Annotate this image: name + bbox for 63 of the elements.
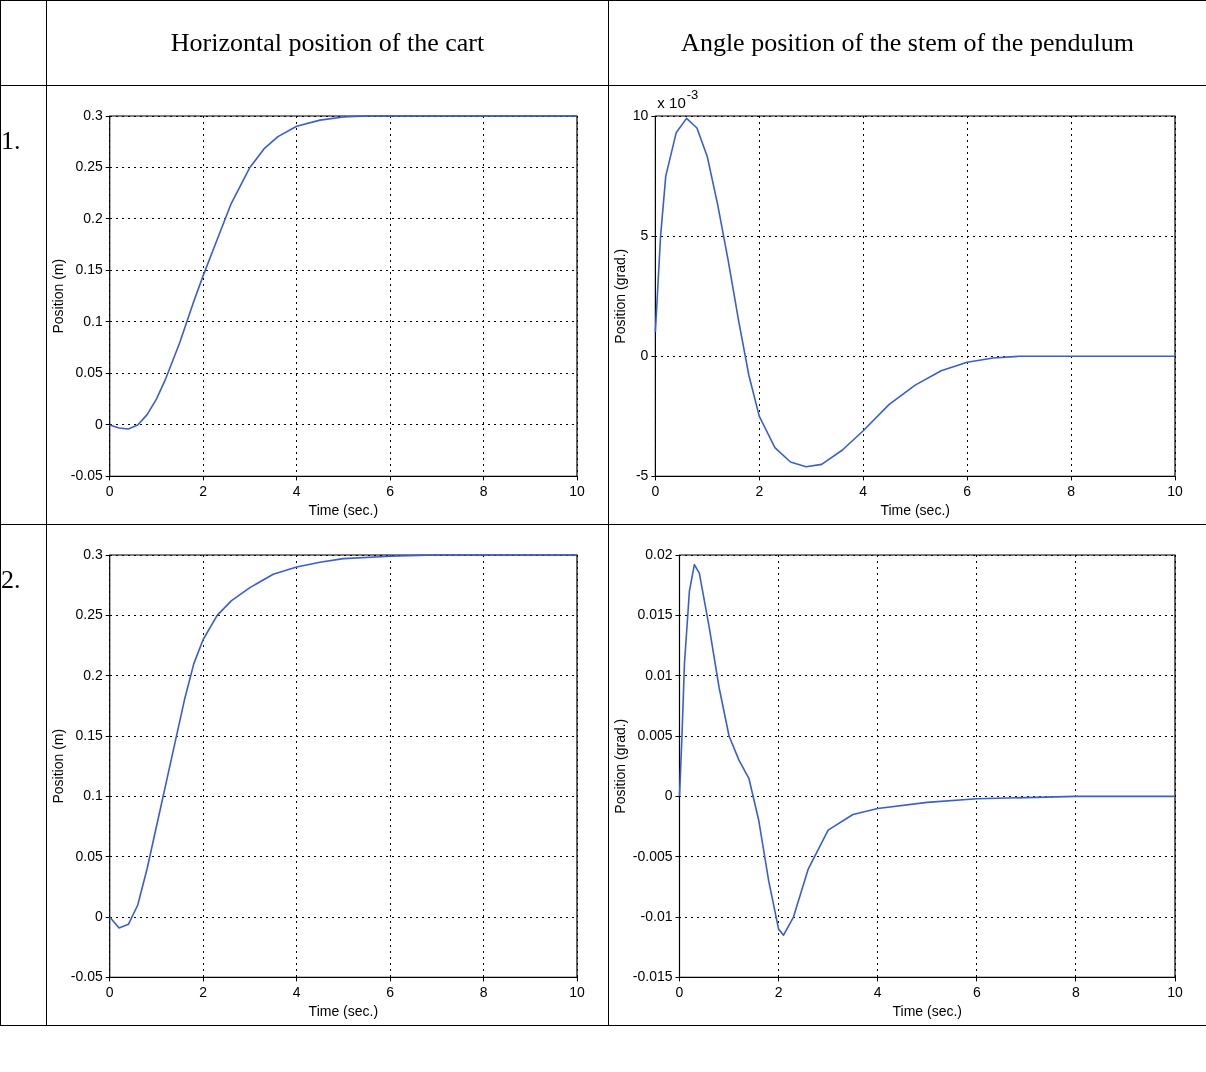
y-tick-label: 0.25 (75, 606, 103, 623)
x-tick-label: 2 (755, 482, 764, 499)
x-tick-label: 0 (675, 983, 684, 1000)
x-tick-label: 10 (569, 482, 585, 499)
x-tick-label: 2 (199, 482, 208, 499)
y-tick-label: 0.01 (645, 666, 673, 683)
chart-title: Angle position of the stem of the pendulum (608, 0, 1206, 86)
y-axis-title: Position (grad.) (612, 248, 629, 344)
x-tick-label: 8 (1067, 482, 1076, 499)
x-tick-label: 8 (479, 983, 488, 1000)
y-tick-label: -0.01 (640, 907, 673, 924)
y-tick-label: 0 (664, 787, 673, 804)
y-tick-label: 0.1 (83, 312, 103, 329)
x-tick-label: 10 (1167, 482, 1183, 499)
x-tick-label: 4 (873, 983, 882, 1000)
x-tick-label: 4 (292, 482, 301, 499)
y-tick-label: -5 (635, 467, 649, 484)
y-tick-label: 0 (94, 907, 103, 924)
y-tick-label: 0.15 (75, 261, 103, 278)
text: 1. (0, 85, 47, 525)
y-axis-title: Position (m) (50, 728, 67, 804)
x-tick-label: 6 (963, 482, 972, 499)
x-axis-title: Time (sec.) (880, 502, 950, 519)
y-tick-label: 0.25 (75, 158, 103, 175)
y-tick-label: 0.2 (83, 666, 103, 683)
y-tick-label: 0.015 (637, 606, 673, 623)
y-tick-label: 0.2 (83, 209, 103, 226)
x-axis-title: Time (sec.) (892, 1003, 962, 1020)
y-tick-label: 0.3 (83, 545, 103, 562)
y-tick-label: 0 (640, 347, 649, 364)
y-axis-title: Position (m) (50, 258, 67, 334)
x-tick-label: 2 (774, 983, 783, 1000)
x-axis-title: Time (sec.) (308, 1003, 379, 1020)
x-tick-label: 4 (292, 983, 301, 1000)
x-tick-label: 8 (1072, 983, 1080, 1000)
y-tick-label: -0.05 (70, 467, 103, 484)
x-tick-label: 6 (972, 983, 981, 1000)
y-tick-label: 0.3 (83, 106, 103, 123)
text: 2. (0, 524, 47, 1026)
y-tick-label: -0.05 (70, 968, 103, 985)
y-tick-label: 0 (94, 415, 103, 432)
x-axis-title: Time (sec.) (308, 502, 379, 519)
y-tick-label: 0.005 (637, 726, 673, 743)
y-tick-label: 0.05 (75, 847, 103, 864)
y-tick-label: -0.015 (632, 968, 673, 985)
x-tick-label: 2 (199, 983, 208, 1000)
x-tick-label: 10 (1167, 983, 1183, 1000)
x-tick-label: 6 (386, 983, 395, 1000)
y-tick-label: 5 (640, 226, 649, 243)
y-tick-label: 0.15 (75, 726, 103, 743)
x-tick-label: 6 (386, 482, 395, 499)
y-tick-label: -0.005 (632, 847, 673, 864)
y-tick-label: 0.05 (75, 364, 103, 381)
x-tick-label: 10 (569, 983, 585, 1000)
y-tick-label: 10 (632, 106, 649, 123)
x-tick-label: 0 (105, 482, 114, 499)
y-axis-title: Position (grad.) (612, 718, 629, 814)
y-tick-label: 0.1 (83, 787, 103, 804)
x-tick-label: 4 (859, 482, 868, 499)
x-tick-label: 0 (105, 983, 114, 1000)
y-tick-label: 0.02 (645, 545, 673, 562)
chart-title: Horizontal position of the cart (46, 0, 609, 86)
x-tick-label: 8 (479, 482, 488, 499)
